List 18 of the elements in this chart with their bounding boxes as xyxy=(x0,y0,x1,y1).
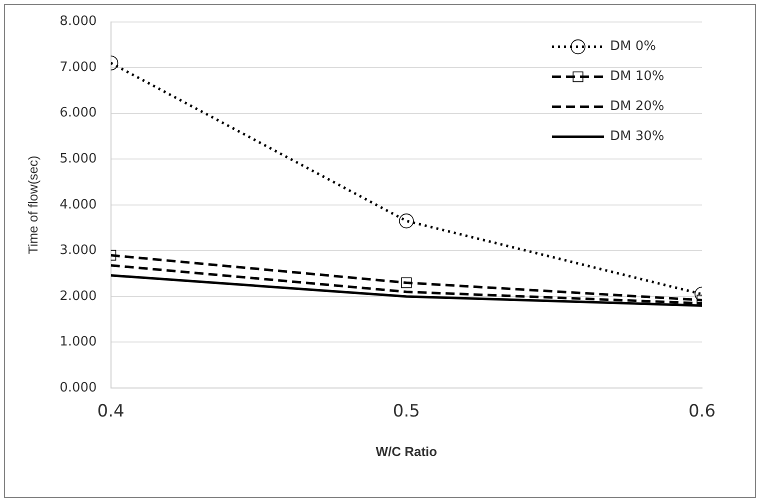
y-tick-label: 4.000 xyxy=(60,197,97,212)
x-tick-label: 0.6 xyxy=(688,402,716,422)
y-tick-label: 5.000 xyxy=(60,152,97,166)
y-tick-label: 3.000 xyxy=(60,243,97,258)
x-axis-title: W/C Ratio xyxy=(376,444,438,459)
legend-label: DM 20% xyxy=(610,99,664,114)
legend-label: DM 30% xyxy=(610,129,664,144)
x-tick-label: 0.5 xyxy=(392,402,420,422)
y-tick-label: 0.000 xyxy=(60,380,97,396)
legend-label: DM 0% xyxy=(610,39,656,54)
y-tick-label: 1.000 xyxy=(60,334,97,350)
y-tick-label: 2.000 xyxy=(60,288,97,304)
y-tick-label: 7.000 xyxy=(60,60,97,75)
x-tick-label: 0.4 xyxy=(97,402,124,422)
legend-label: DM 10% xyxy=(610,69,664,84)
y-tick-label: 6.000 xyxy=(60,106,97,121)
y-axis-title: Time of flow(sec) xyxy=(25,156,40,254)
y-tick-label: 8.000 xyxy=(60,14,97,30)
